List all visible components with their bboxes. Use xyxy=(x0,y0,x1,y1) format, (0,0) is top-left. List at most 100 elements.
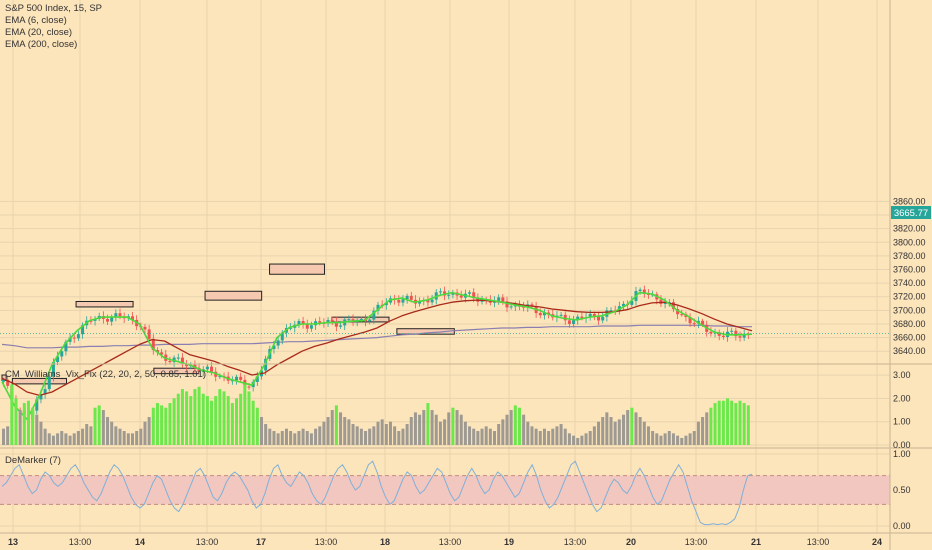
vix-bar xyxy=(580,435,584,445)
axes: 13 13:00 14 13:00 17 13:00 18 13:00 19 13:00 20 13:… xyxy=(8,196,926,547)
demarker-legend[interactable]: DeMarker (7) xyxy=(5,455,61,467)
vix-bar xyxy=(193,389,197,445)
candle-body xyxy=(622,303,626,307)
x-tick-label: 13:00 xyxy=(315,537,338,547)
candle-body xyxy=(576,316,580,321)
y-tick-label: 3680.00 xyxy=(893,319,926,329)
candle-body xyxy=(235,376,239,381)
vix-fix-legend[interactable]: CM_Williams_Vix_Fix (22, 20, 2, 50, 0.85… xyxy=(5,369,206,381)
y-tick-label: 3720.00 xyxy=(893,292,926,302)
vix-bar xyxy=(592,426,596,445)
candle-body xyxy=(60,351,64,357)
candle-body xyxy=(168,360,172,363)
x-tick-label: 13:00 xyxy=(69,537,92,547)
candle-body xyxy=(326,319,330,324)
y-tick-label: 3640.00 xyxy=(893,346,926,356)
vix-bar xyxy=(459,414,463,445)
candle-body xyxy=(384,302,388,306)
legend-ema200[interactable]: EMA (200, close) xyxy=(5,39,78,50)
vix-bar xyxy=(613,421,617,445)
candle-body xyxy=(334,321,338,327)
candle-body xyxy=(2,379,5,382)
candle-body xyxy=(497,297,501,301)
vix-bar xyxy=(122,431,126,445)
candle-body xyxy=(176,357,180,359)
vix-bar xyxy=(172,398,176,445)
candle-body xyxy=(738,336,742,338)
demarker-line xyxy=(1,460,753,526)
vix-bar xyxy=(10,384,14,445)
ema200-path xyxy=(1,324,752,349)
vix-bar xyxy=(676,435,680,445)
candle-body xyxy=(147,329,151,339)
vix-bar xyxy=(667,431,671,445)
vix-bar xyxy=(93,407,97,445)
candle-body xyxy=(721,335,725,337)
candle-body xyxy=(230,380,234,382)
vix-bar xyxy=(663,433,667,445)
y-tick-label: 3800.00 xyxy=(893,237,926,247)
zone-box xyxy=(269,263,325,275)
vix-bar xyxy=(126,433,130,445)
candle-body xyxy=(692,323,696,325)
candle-body xyxy=(542,312,546,316)
vix-bar xyxy=(451,407,455,445)
price-badge-bg xyxy=(891,206,931,219)
vix-bar xyxy=(330,410,334,445)
vix-bar xyxy=(309,433,313,445)
candle-body xyxy=(81,325,85,335)
vix-bar xyxy=(684,435,688,445)
vix-bar xyxy=(347,419,351,445)
vix-bar xyxy=(572,435,576,445)
vix-bar xyxy=(680,438,684,445)
vix-bar xyxy=(180,389,184,445)
vix-bar xyxy=(634,412,638,445)
candle-body xyxy=(6,379,10,386)
candle-body xyxy=(522,306,526,308)
vix-bar xyxy=(22,403,26,445)
candle-body xyxy=(547,312,551,315)
vix-bar xyxy=(76,431,80,445)
vix-bar xyxy=(738,400,742,445)
vix-bar xyxy=(413,412,417,445)
vix-bar xyxy=(505,414,509,445)
candle-body xyxy=(409,295,413,300)
vix-bar xyxy=(430,410,434,445)
x-tick-label: 14 xyxy=(135,537,145,547)
vix-bar xyxy=(222,391,226,445)
vix-bar xyxy=(318,426,322,445)
zone-box xyxy=(396,328,455,335)
candle-body xyxy=(180,357,184,364)
vix-bar xyxy=(388,421,392,445)
vix-bar xyxy=(671,433,675,445)
vix-bar xyxy=(168,403,172,445)
legend-ema20[interactable]: EMA (20, close) xyxy=(5,27,73,38)
vix-bar xyxy=(151,407,155,445)
vix-bar xyxy=(692,431,696,445)
vix-bar xyxy=(401,428,405,445)
vix-bar xyxy=(646,426,650,445)
vix-bar xyxy=(81,428,85,445)
vix-bar xyxy=(359,428,363,445)
vix-bar xyxy=(713,403,717,445)
candle-body xyxy=(505,301,509,308)
y-tick-label: 3820.00 xyxy=(893,224,926,234)
vix-bar xyxy=(305,431,309,445)
vix-bar xyxy=(255,407,259,445)
candle-body xyxy=(276,340,280,346)
vix-bar xyxy=(542,428,546,445)
x-tick-label: 19 xyxy=(504,537,514,547)
candle-body xyxy=(742,334,746,338)
candle-body xyxy=(501,297,505,302)
vix-bar xyxy=(251,400,255,445)
legend-ema6[interactable]: EMA (6, close) xyxy=(5,15,67,26)
vix-bar xyxy=(247,391,251,445)
vix-bar xyxy=(418,414,422,445)
vix-bar xyxy=(526,421,530,445)
candle-body xyxy=(56,356,60,363)
candle-body xyxy=(447,294,451,296)
vix-bar xyxy=(688,433,692,445)
symbol-title[interactable]: S&P 500 Index, 15, SP xyxy=(5,3,103,14)
